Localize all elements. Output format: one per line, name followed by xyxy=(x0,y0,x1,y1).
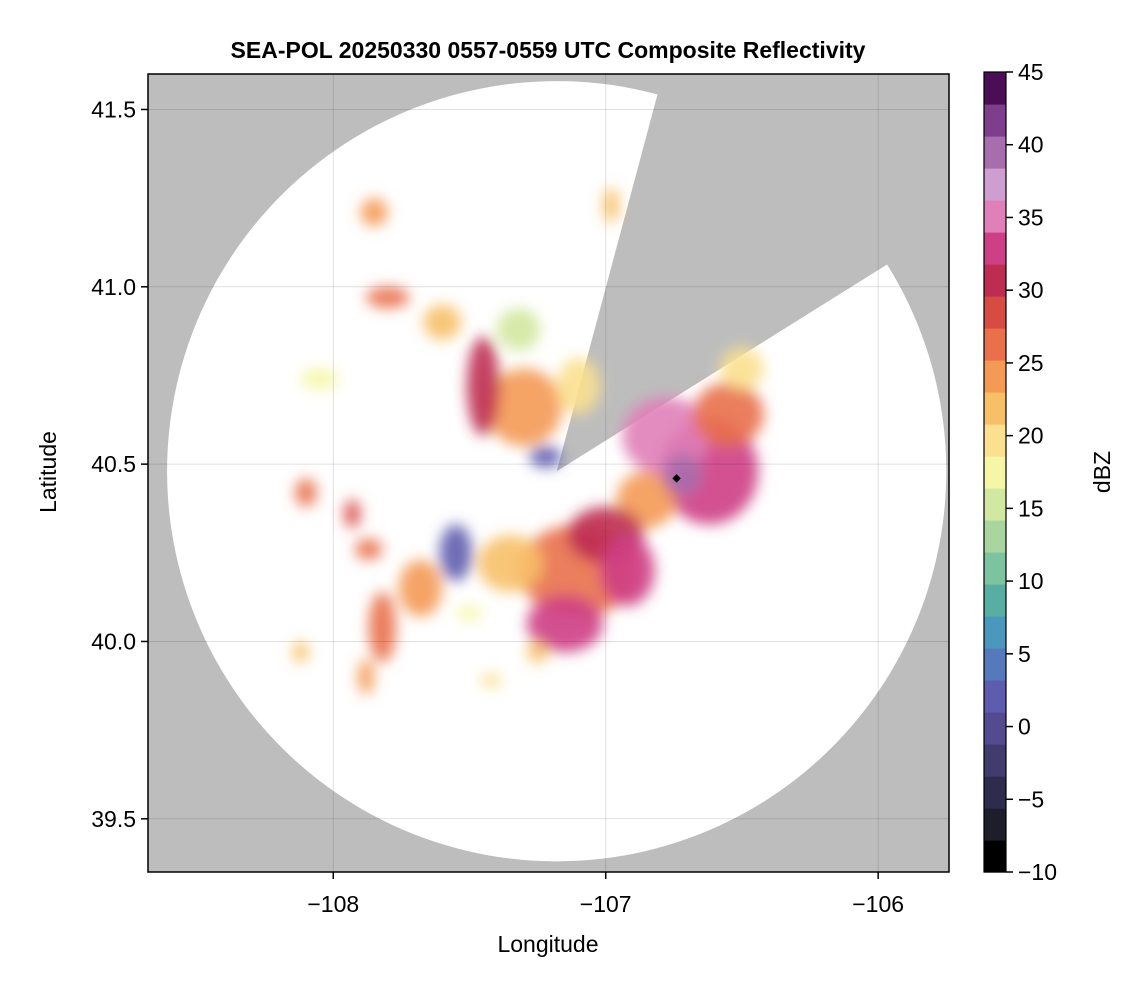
colorbar-swatch xyxy=(984,232,1006,265)
colorbar-swatch xyxy=(984,648,1006,681)
reflectivity-cell xyxy=(477,535,544,592)
colorbar-swatch xyxy=(984,808,1006,841)
reflectivity-cell xyxy=(662,453,702,497)
reflectivity-cell xyxy=(300,368,339,390)
x-tick-label: −108 xyxy=(307,891,359,917)
reflectivity-cells xyxy=(292,187,764,695)
colorbar-tick-label: 35 xyxy=(1018,204,1044,230)
reflectivity-cell xyxy=(529,446,563,468)
reflectivity-cell xyxy=(485,368,563,447)
colorbar-swatch xyxy=(984,552,1006,585)
reflectivity-cell xyxy=(368,591,396,663)
reflectivity-cell xyxy=(526,595,603,653)
colorbar-tick-label: 10 xyxy=(1018,568,1044,594)
colorbar-swatch xyxy=(984,776,1006,809)
x-tick-label: −107 xyxy=(580,891,632,917)
colorbar-swatch xyxy=(984,424,1006,457)
colorbar-tick-label: 45 xyxy=(1018,59,1044,85)
colorbar xyxy=(983,71,1007,873)
colorbar-swatch xyxy=(984,840,1006,873)
colorbar-tick-label: 25 xyxy=(1018,350,1044,376)
reflectivity-cell xyxy=(526,641,549,663)
reflectivity-cell xyxy=(360,198,388,227)
reflectivity-cell xyxy=(295,478,317,507)
colorbar-swatch xyxy=(984,264,1006,297)
reflectivity-cell xyxy=(616,471,677,528)
colorbar-swatch xyxy=(984,200,1006,233)
colorbar-swatch xyxy=(984,488,1006,521)
colorbar-swatch xyxy=(984,456,1006,489)
colorbar-swatch xyxy=(984,360,1006,393)
reflectivity-cell xyxy=(720,347,764,390)
grid-lines xyxy=(148,74,949,872)
colorbar-swatch xyxy=(984,616,1006,649)
y-tick-label: 41.5 xyxy=(91,96,136,122)
reflectivity-cell xyxy=(355,538,383,560)
colorbar-tick-label: 0 xyxy=(1018,714,1031,740)
colorbar-tick-label: 15 xyxy=(1018,495,1044,521)
colorbar-swatch xyxy=(984,392,1006,425)
colorbar-swatch xyxy=(984,584,1006,617)
colorbar-swatch xyxy=(984,328,1006,361)
reflectivity-cell xyxy=(423,304,462,340)
reflectivity-cell xyxy=(692,382,764,447)
colorbar-tick-label: 5 xyxy=(1018,641,1031,667)
colorbar-swatch xyxy=(984,168,1006,201)
y-tick-label: 40.0 xyxy=(91,628,136,654)
y-axis: 39.5 40.0 40.5 41.0 41.5 xyxy=(91,96,148,832)
colorbar-tick-label: 30 xyxy=(1018,277,1044,303)
colorbar-ticks: −10 −5 0 5 10 15 20 25 30 35 40 45 xyxy=(1006,59,1057,885)
reflectivity-cell xyxy=(398,559,443,617)
y-tick-label: 41.0 xyxy=(91,274,136,300)
y-axis-label: Latitude xyxy=(35,431,61,513)
x-tick-label: −106 xyxy=(852,891,904,917)
plot-area xyxy=(147,73,950,873)
y-tick-label: 39.5 xyxy=(91,806,136,832)
colorbar-tick-label: 20 xyxy=(1018,423,1044,449)
plot-frame xyxy=(147,73,950,873)
reflectivity-cell xyxy=(365,286,410,309)
chart-title: SEA-POL 20250330 0557-0559 UTC Composite… xyxy=(231,37,866,63)
colorbar-label: dBZ xyxy=(1089,451,1115,493)
colorbar-swatch xyxy=(984,104,1006,137)
reflectivity-cell xyxy=(344,499,361,528)
reflectivity-cell xyxy=(480,673,503,688)
reflectivity-cell xyxy=(496,308,541,351)
reflectivity-cell xyxy=(439,524,473,582)
colorbar-swatch xyxy=(984,744,1006,777)
reflectivity-cell xyxy=(600,535,655,606)
reflectivity-cell xyxy=(602,187,620,223)
colorbar-tick-label: −5 xyxy=(1018,786,1044,812)
colorbar-frame xyxy=(983,71,1007,873)
colorbar-swatch xyxy=(984,712,1006,745)
colorbar-swatch xyxy=(984,680,1006,713)
reflectivity-cell xyxy=(556,357,601,415)
colorbar-swatch xyxy=(984,296,1006,329)
colorbar-swatch xyxy=(984,136,1006,169)
colorbar-swatch xyxy=(984,520,1006,553)
colorbar-tick-label: −10 xyxy=(1018,859,1057,885)
colorbar-swatch xyxy=(984,72,1006,105)
site-marker xyxy=(672,474,681,483)
reflectivity-cell xyxy=(357,659,375,695)
x-axis: −108 −107 −106 xyxy=(307,872,904,917)
x-axis-label: Longitude xyxy=(497,931,598,957)
y-tick-label: 40.5 xyxy=(91,451,136,477)
reflectivity-cell xyxy=(466,336,500,436)
reflectivity-cell xyxy=(455,606,484,621)
colorbar-tick-label: 40 xyxy=(1018,132,1044,158)
reflectivity-cell xyxy=(292,641,309,663)
